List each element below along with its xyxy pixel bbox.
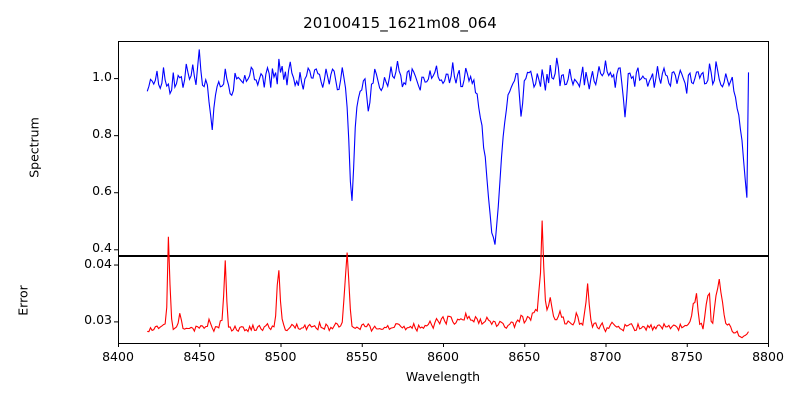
xtick-label: 8550: [345, 349, 378, 364]
spectrum-ytick-label: 0.6: [92, 183, 112, 199]
spectrum-axis-label: Spectrum: [26, 117, 42, 178]
error-line: [147, 220, 749, 339]
spectrum-line: [146, 49, 750, 245]
xtick-label: 8400: [102, 349, 134, 364]
wavelength-axis-label: Wavelength: [405, 369, 481, 384]
xtick-label: 8450: [183, 349, 216, 364]
error-ytick-label: 0.04: [84, 255, 112, 271]
spectrum-ytick-label: 1.0: [92, 69, 112, 85]
spectrum-ytick-label: 0.4: [92, 240, 112, 256]
xtick-label: 8700: [589, 349, 622, 364]
axes-frames: [118, 41, 769, 344]
error-axis-label: Error: [15, 285, 31, 316]
axes-ticks: [114, 78, 769, 347]
xtick-label: 8600: [427, 349, 459, 364]
xtick-label: 8800: [752, 349, 784, 364]
xtick-label: 8500: [264, 349, 297, 364]
spectrum-ytick-label: 0.8: [92, 126, 112, 142]
xtick-label: 8750: [670, 349, 703, 364]
figure-title: 20100415_1621m08_064: [303, 14, 497, 32]
xtick-label: 8650: [508, 349, 541, 364]
error-ytick-label: 0.03: [84, 312, 112, 328]
